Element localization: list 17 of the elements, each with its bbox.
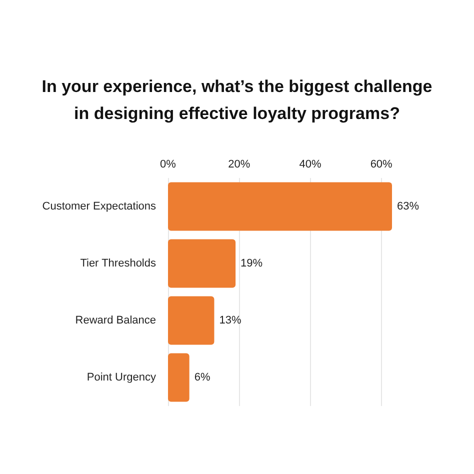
x-tick-label: 40% <box>299 158 322 170</box>
y-tick-label: Reward Balance <box>75 314 156 326</box>
bar <box>168 182 392 231</box>
data-label: 13% <box>219 314 242 326</box>
data-label: 19% <box>240 258 263 270</box>
bar <box>168 296 214 345</box>
y-tick-label: Point Urgency <box>86 372 156 384</box>
chart-title: In your experience, what’s the biggest challenge in designing effective loyalty programs? <box>42 77 432 123</box>
y-tick-label: Customer Expectations <box>42 200 156 212</box>
data-label: 63% <box>397 200 420 212</box>
bar <box>168 353 190 402</box>
x-tick-label: 20% <box>228 158 250 170</box>
bar <box>168 239 236 288</box>
y-tick-label: Tier Thresholds <box>80 258 156 270</box>
x-tick-label: 60% <box>370 158 393 170</box>
x-tick-label: 0% <box>160 158 176 170</box>
data-label: 6% <box>194 372 210 384</box>
